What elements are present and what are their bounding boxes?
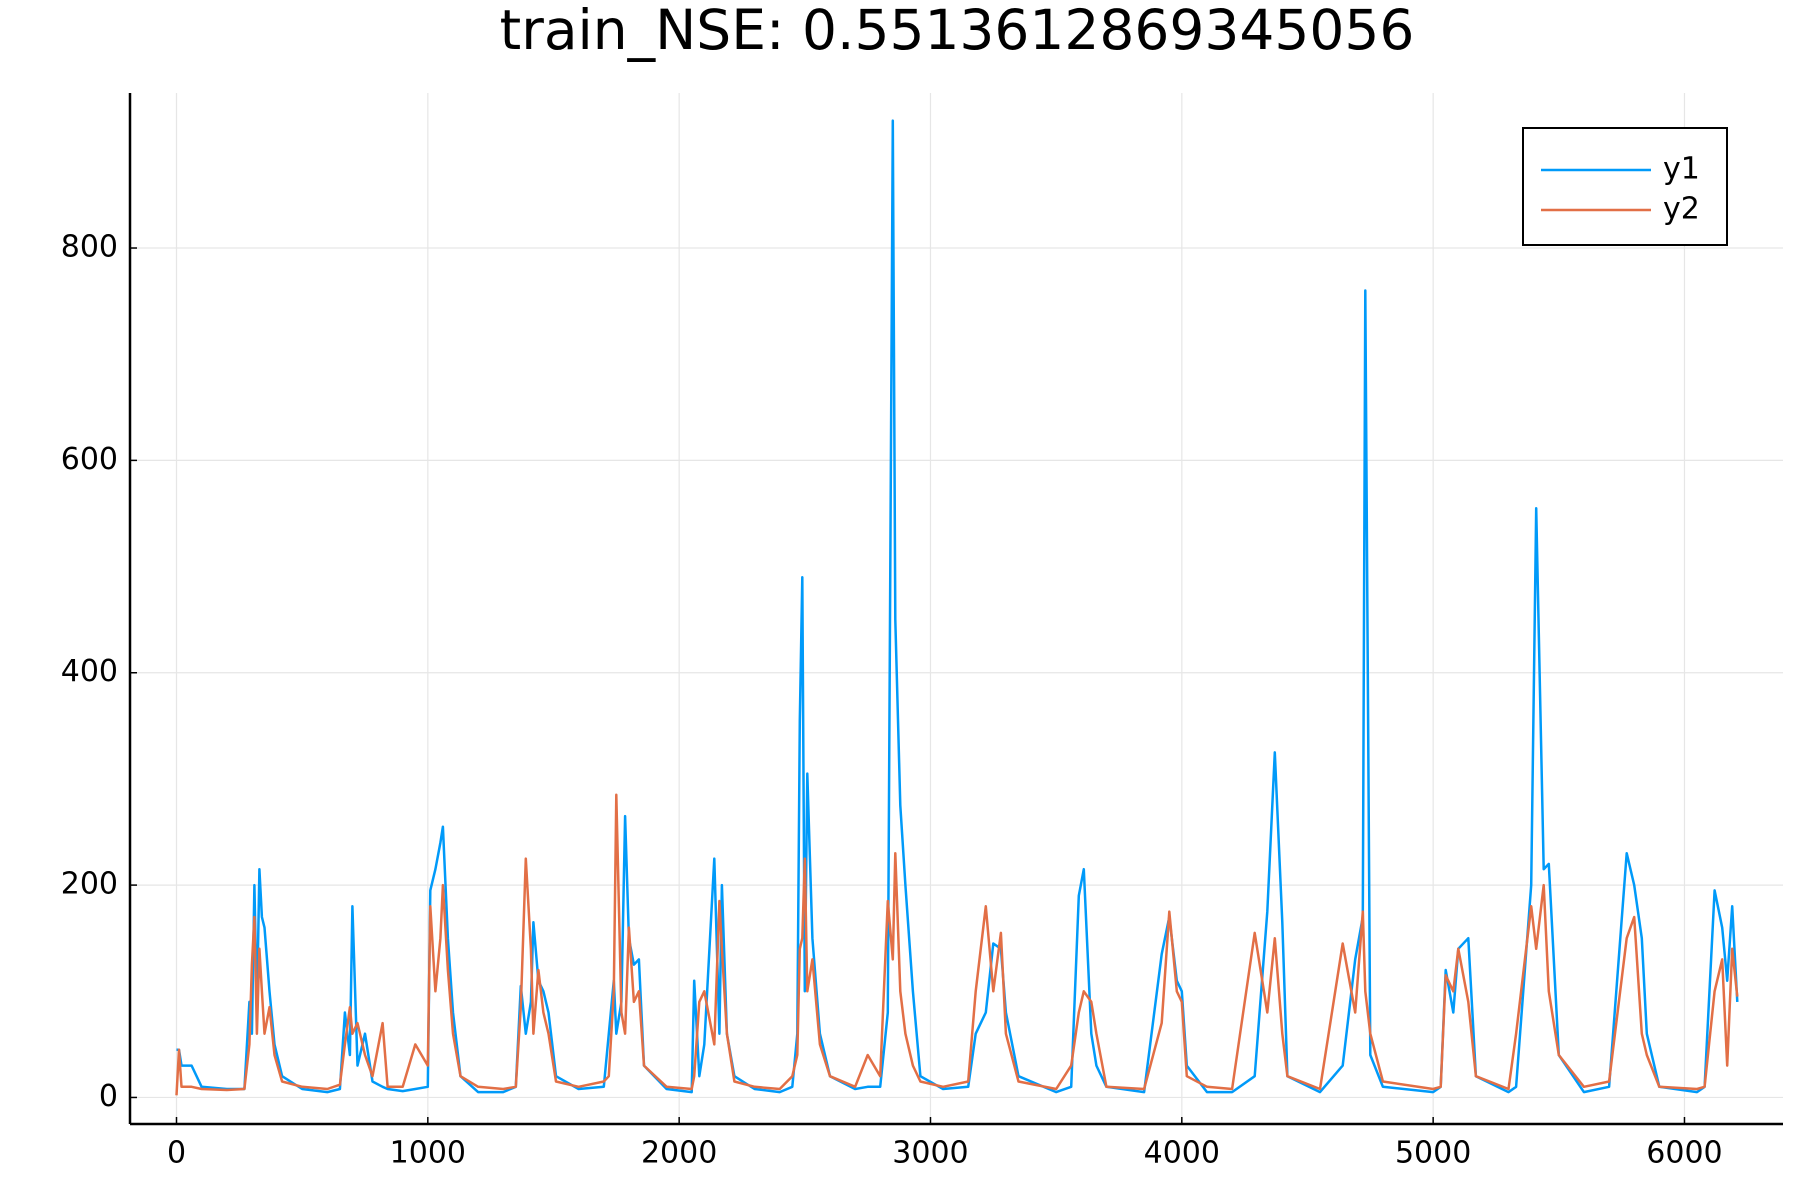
x-tick-label: 3000 [892,1136,968,1171]
y-tick-label: 800 [61,230,118,265]
chart-title: train_NSE: 0.5513612869345056 [500,0,1415,62]
series-line [176,119,1739,1094]
y-tick-label: 200 [61,867,118,902]
y-tick-label: 0 [99,1079,118,1114]
x-tick-label: 2000 [641,1136,717,1171]
legend-box [1522,127,1728,246]
x-tick-label: 6000 [1646,1136,1722,1171]
x-tick-label: 0 [167,1136,186,1171]
x-tick-label: 4000 [1144,1136,1220,1171]
x-tick-label: 5000 [1395,1136,1471,1171]
y-tick-label: 600 [61,442,118,477]
y-tick-label: 400 [61,654,118,689]
series-line [175,793,1739,1096]
legend-label: y2 [1663,192,1700,227]
x-tick-label: 1000 [390,1136,466,1171]
legend-label: y1 [1663,152,1700,187]
